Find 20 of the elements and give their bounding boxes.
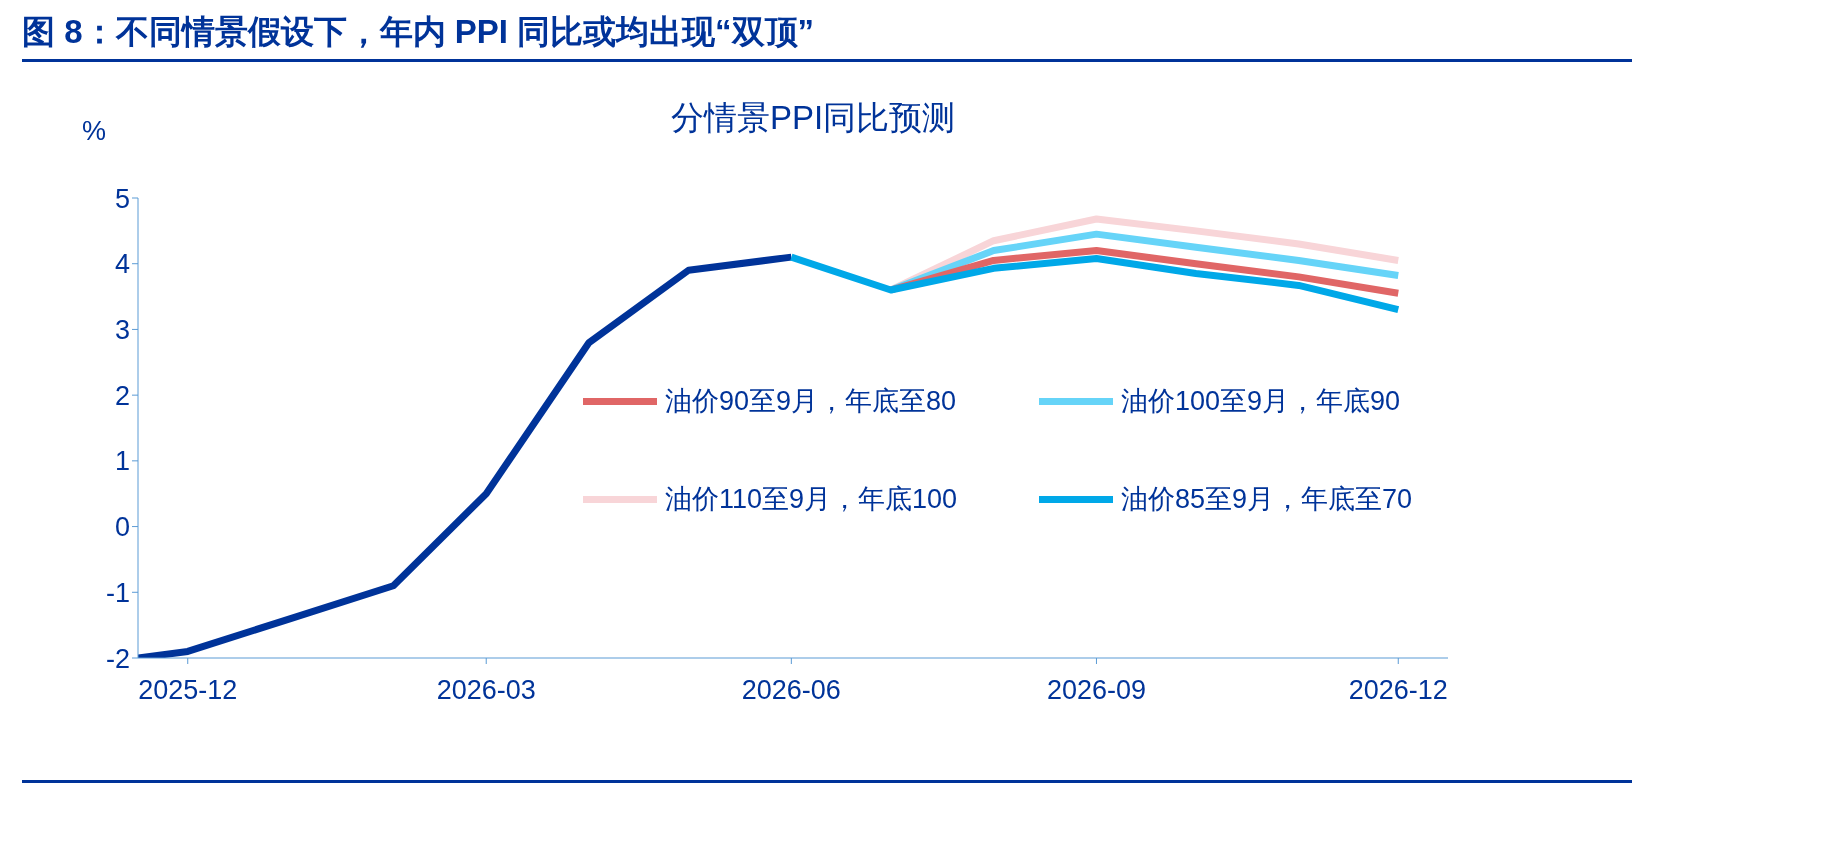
- y-tick-label: -1: [105, 577, 130, 608]
- x-tick-label: 2025-12: [138, 675, 238, 706]
- y-tick-label: 3: [114, 315, 130, 346]
- chart-title: 图 8：不同情景假设下，年内 PPI 同比或均出现“双顶”: [22, 10, 1632, 62]
- x-tick-label: 2026-12: [1348, 675, 1448, 706]
- chart-subtitle: 分情景PPI同比预测: [670, 99, 956, 136]
- y-axis-title: %: [82, 116, 107, 147]
- y-tick-label: 0: [114, 512, 130, 543]
- y-tick-label: 1: [114, 446, 130, 477]
- y-tick-label: 5: [114, 183, 130, 214]
- legend-label: 油价100至9月，年底90: [1121, 385, 1401, 418]
- y-tick-label: 4: [114, 249, 130, 280]
- legend-label: 油价90至9月，年底至80: [665, 385, 957, 418]
- y-tick-label: 2: [114, 380, 130, 411]
- legend-label: 油价110至9月，年底100: [665, 483, 958, 516]
- y-tick-label: -2: [105, 643, 130, 674]
- x-tick-label: 2026-06: [741, 675, 841, 706]
- x-tick-label: 2026-09: [1046, 675, 1146, 706]
- x-tick-label: 2026-03: [436, 675, 536, 706]
- legend-label: 油价85至9月，年底至70: [1121, 483, 1413, 516]
